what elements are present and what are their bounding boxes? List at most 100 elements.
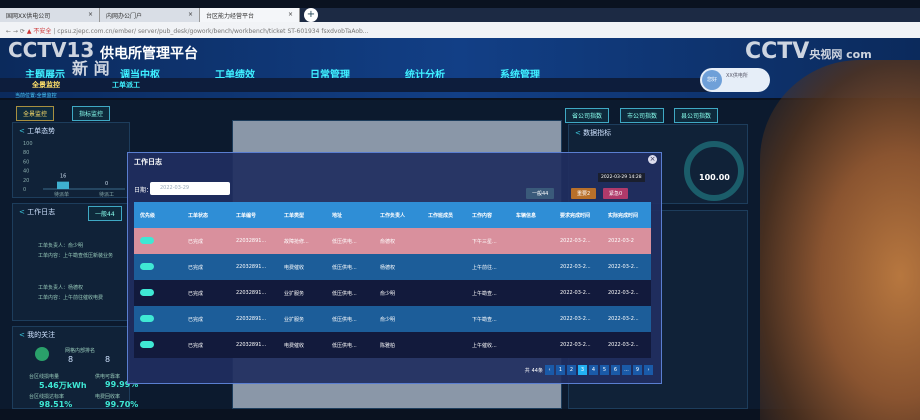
right-tab[interactable]: 市公司指数 <box>620 108 665 123</box>
priority-toggle <box>134 280 182 306</box>
priority-toggle-icon[interactable] <box>140 288 154 296</box>
total-count: 44条 <box>531 367 543 374</box>
table-cell <box>510 228 554 254</box>
filter-normal-button[interactable]: 一般44 <box>526 188 555 199</box>
table-cell: 22032891... <box>230 332 278 358</box>
browser-tab[interactable]: 国网XX供电公司 × <box>0 8 100 22</box>
right-tab[interactable]: 省公司指数 <box>565 108 610 123</box>
table-cell: 22032891... <box>230 306 278 332</box>
focus-panel: 我的关注 网格内部排名 8 8 台区线损电量 5.46万kWh 供电可靠率 99… <box>12 326 138 409</box>
nav-item[interactable]: 主题展示 <box>25 70 65 81</box>
user-badge[interactable]: 您好 XX供电所 <box>700 68 770 92</box>
nav-item[interactable]: 调当中枢 <box>120 70 160 81</box>
priority-toggle-icon[interactable] <box>140 262 154 270</box>
stat-label: 台区线损电量 <box>29 374 60 380</box>
gauge-value: 100.00 <box>699 173 730 182</box>
bar-value-label: 0 <box>105 181 108 187</box>
cctv13-watermark-logo: CCTV13 <box>8 38 95 62</box>
browser-tab[interactable]: 内网办公门户 × <box>100 8 200 22</box>
browser-tab-active[interactable]: 台区能力经营平台 × <box>200 8 300 22</box>
priority-toggle <box>134 332 182 358</box>
table-cell <box>510 332 554 358</box>
log-line: 工单内容：上午勘查低压新装业务 <box>38 253 114 259</box>
next-page-button[interactable]: › <box>644 365 653 375</box>
close-icon[interactable]: × <box>187 11 193 18</box>
table-row[interactable]: 已完成 22032891... 电费催收 低压供电... 陈雅柏 上午催收... 2022-… <box>134 332 651 358</box>
table-cell: 已完成 <box>182 306 230 332</box>
page-button[interactable]: 3 <box>578 365 587 375</box>
view-tab[interactable]: 指标监控 <box>72 106 111 121</box>
table-cell: 电费催收 <box>278 332 326 358</box>
table-cell <box>510 306 554 332</box>
table-cell: 低压供电... <box>326 228 374 254</box>
subnav-item[interactable]: 全景监控 <box>32 81 60 89</box>
prev-page-button[interactable]: ‹ <box>545 365 554 375</box>
date-input[interactable]: 2022-03-29 <box>150 182 230 195</box>
table-cell: 下午勘查... <box>466 306 510 332</box>
priority-toggle-icon[interactable] <box>140 340 154 348</box>
page-button[interactable]: 2 <box>567 365 576 375</box>
table-row[interactable]: 已完成 22032891... 业扩服务 低压供电... 俞少明 下午勘查... 2022-… <box>134 306 651 332</box>
table-cell: 低压供电... <box>326 254 374 280</box>
page-button[interactable]: 5 <box>600 365 609 375</box>
table-row[interactable]: 已完成 22032891... 故障抢修... 低压供电... 俞德权 下午三星... 20… <box>134 228 651 254</box>
stat-value: 98.51% <box>39 400 73 409</box>
right-tab[interactable]: 县公司指数 <box>674 108 719 123</box>
column-header: 要求完成时间 <box>554 202 602 228</box>
nav-item[interactable]: 日常管理 <box>310 70 350 81</box>
view-tab[interactable]: 全景监控 <box>16 106 55 121</box>
column-header: 实际完成时间 <box>602 202 651 228</box>
close-icon[interactable]: × <box>287 11 293 18</box>
table-row[interactable]: 已完成 22032891... 业扩服务 低压供电... 俞少明 上午勘查... 2022-… <box>134 280 651 306</box>
nav-item[interactable]: 工单绩效 <box>215 70 255 81</box>
table-cell <box>422 254 466 280</box>
column-header: 地址 <box>326 202 374 228</box>
filter-important-button[interactable]: 重要2 <box>571 188 597 199</box>
y-tick-label: 80 <box>23 150 29 156</box>
page-button[interactable]: 4 <box>589 365 598 375</box>
new-tab-button[interactable]: + <box>304 8 318 22</box>
table-cell: 2022-03-2... <box>602 254 651 280</box>
filter-urgent-button[interactable]: 紧急0 <box>603 188 629 199</box>
table-cell: 已完成 <box>182 254 230 280</box>
priority-toggle-icon[interactable] <box>140 314 154 322</box>
table-cell: 低压供电... <box>326 332 374 358</box>
y-tick-label: 40 <box>23 169 29 175</box>
main-nav: 主题展示 调当中枢 工单绩效 日常管理 统计分析 系统管理 <box>25 66 540 81</box>
table-cell: 电费催收 <box>278 254 326 280</box>
y-tick-label: 100 <box>23 141 33 147</box>
table-cell: 上午催收... <box>466 332 510 358</box>
table-cell: 2022-03-2... <box>602 306 651 332</box>
stat-value: 99.99% <box>105 380 139 389</box>
nav-item[interactable]: 统计分析 <box>405 70 445 81</box>
column-header: 车辆信息 <box>510 202 554 228</box>
table-cell: 上午前往... <box>466 254 510 280</box>
y-tick-label: 0 <box>23 187 26 193</box>
subnav-item[interactable]: 工单派工 <box>112 81 140 89</box>
bar <box>57 181 69 189</box>
close-icon[interactable]: × <box>87 11 93 18</box>
page-button[interactable]: 6 <box>611 365 620 375</box>
log-line: 工单内容：上午前往催收电费 <box>38 295 104 301</box>
page-button[interactable]: 9 <box>633 365 642 375</box>
table-cell: 2022-03-2... <box>554 254 602 280</box>
page-button[interactable]: ... <box>622 365 631 375</box>
table-cell: 陈雅柏 <box>374 332 422 358</box>
y-tick-label: 60 <box>23 159 29 165</box>
table-cell <box>510 280 554 306</box>
close-icon[interactable]: × <box>648 155 657 164</box>
y-tick-label: 20 <box>23 178 29 184</box>
worklog-badge[interactable]: 一般44 <box>88 206 122 221</box>
tooltip: 2022-03-29 14:28 <box>598 173 645 183</box>
nav-item[interactable]: 系统管理 <box>500 70 540 81</box>
priority-toggle-icon[interactable] <box>140 236 154 244</box>
trend-chart: 100 80 60 40 20 0 16 待派单 0 待派工 <box>23 141 125 198</box>
priority-toggle <box>134 254 182 280</box>
table-cell <box>422 280 466 306</box>
table-cell: 业扩服务 <box>278 306 326 332</box>
address-bar[interactable]: ← → ⟳ ▲ 不安全 | cpsu.zjepc.com.cn/ember/ s… <box>0 22 920 38</box>
page-button[interactable]: 1 <box>556 365 565 375</box>
column-header: 工单编号 <box>230 202 278 228</box>
column-header: 工单类型 <box>278 202 326 228</box>
table-row[interactable]: 已完成 22032891... 电费催收 低压供电... 杨德权 上午前往... 2022-… <box>134 254 651 280</box>
